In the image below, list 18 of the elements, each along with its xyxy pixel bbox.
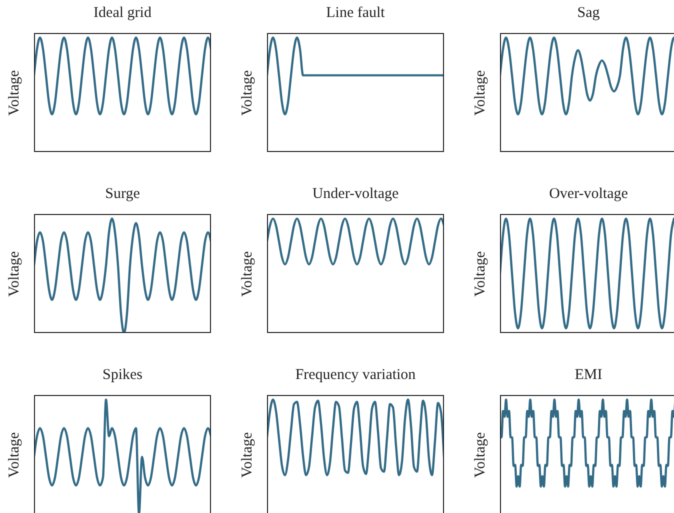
chart-title: Sag	[576, 5, 601, 22]
chart-title: Surge	[104, 186, 141, 203]
chart-title: EMI	[574, 367, 604, 384]
y-axis-title: Voltage	[472, 70, 490, 116]
y-axis-title: Voltage	[6, 250, 24, 296]
y-axis-title: Voltage	[472, 432, 490, 478]
y-axis-title: Voltage	[240, 250, 256, 296]
y-axis-title: Voltage	[240, 432, 256, 478]
chart-title: Over-voltage	[548, 186, 629, 203]
chart-title: Spikes	[101, 367, 144, 384]
y-axis-title: Voltage	[6, 70, 24, 116]
chart-title: Ideal grid	[92, 5, 152, 22]
y-axis-title: Voltage	[6, 432, 24, 478]
chart-title: Line fault	[325, 5, 386, 22]
chart-title: Frequency variation	[294, 367, 417, 384]
y-axis-title: Voltage	[240, 70, 256, 116]
chart-title: Under-voltage	[311, 186, 400, 203]
y-axis-title: Voltage	[472, 250, 490, 296]
